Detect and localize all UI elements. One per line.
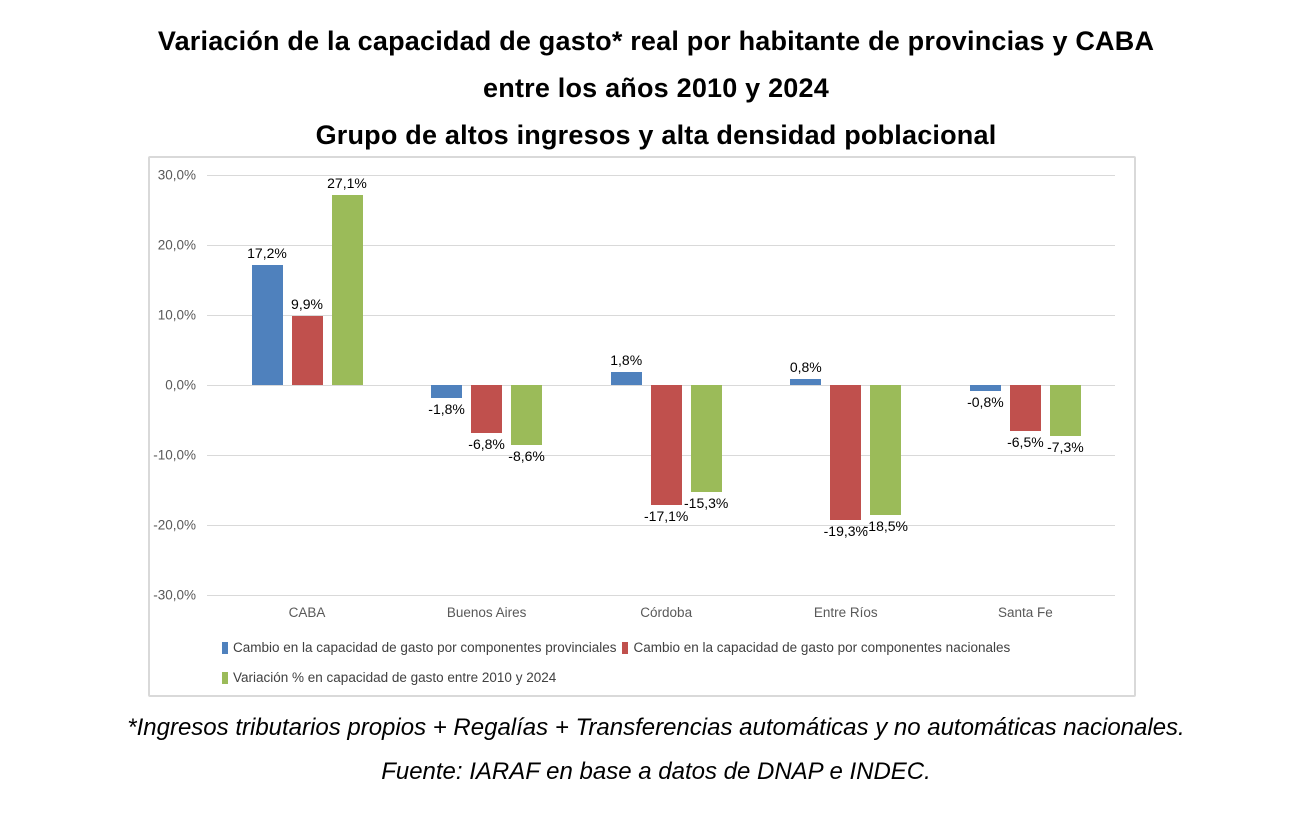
- category-label: Buenos Aires: [446, 605, 527, 620]
- legend-swatch-icon: [222, 641, 228, 654]
- bar: [830, 385, 862, 521]
- y-axis-tick-label: 30,0%: [157, 167, 196, 183]
- bar-value-label: -1,8%: [428, 400, 465, 417]
- y-axis-tick-label: 0,0%: [165, 377, 196, 393]
- bar-value-label: -19,3%: [823, 523, 868, 540]
- y-axis-tick-label: -10,0%: [153, 447, 196, 463]
- legend-item: Cambio en la capacidad de gasto por comp…: [622, 640, 1010, 655]
- bar-value-label: -17,1%: [644, 507, 689, 524]
- gridline: [207, 525, 1115, 526]
- bar: [251, 264, 283, 385]
- legend-item: Variación % en capacidad de gasto entre …: [222, 670, 556, 685]
- bar: [291, 315, 323, 385]
- source-line: Fuente: IARAF en base a datos de DNAP e …: [381, 758, 931, 785]
- bar-value-label: 9,9%: [291, 295, 323, 312]
- category-label: Córdoba: [640, 605, 693, 620]
- gridline: [207, 245, 1115, 246]
- legend-swatch-icon: [222, 671, 228, 684]
- bar: [511, 385, 543, 446]
- y-axis-tick-label: -20,0%: [153, 517, 196, 533]
- category-label: CABA: [288, 605, 326, 620]
- bar: [331, 195, 363, 385]
- bar: [610, 372, 642, 385]
- gridline: [207, 175, 1115, 176]
- category-label: Santa Fe: [997, 605, 1053, 620]
- gridline: [207, 315, 1115, 316]
- y-axis-tick-label: 10,0%: [157, 307, 196, 323]
- bar-value-label: 1,8%: [610, 352, 643, 369]
- bar: [690, 385, 722, 493]
- bar-value-label: -15,3%: [684, 495, 729, 512]
- bar-value-label: 17,2%: [247, 244, 287, 261]
- y-axis-tick-label: -30,0%: [153, 587, 196, 603]
- bar: [790, 379, 822, 385]
- bar-value-label: 27,1%: [327, 175, 367, 192]
- bar-value-label: 0,8%: [789, 359, 822, 376]
- bar: [650, 385, 682, 505]
- y-axis-tick-label: 20,0%: [157, 237, 196, 253]
- bar: [870, 385, 902, 515]
- bar-value-label: -6,5%: [1007, 433, 1044, 450]
- bar-value-label: -0,8%: [967, 393, 1004, 410]
- bar-value-label: -18,5%: [863, 517, 908, 534]
- legend-label: Cambio en la capacidad de gasto por comp…: [233, 640, 617, 655]
- chart-plot-area: 30,0% 20,0% 10,0% 0,0% -10,0% -20,0% -30,0% 17,…: [148, 156, 1136, 697]
- bar: [471, 385, 503, 433]
- gridline: [207, 595, 1115, 596]
- legend-swatch-icon: [622, 641, 629, 654]
- bar: [969, 385, 1001, 391]
- bar-value-label: -8,6%: [508, 448, 545, 465]
- category-label: Entre Ríos: [813, 605, 878, 620]
- legend-label: Variación % en capacidad de gasto entre …: [233, 670, 557, 685]
- legend-row: Cambio en la capacidad de gasto por comp…: [222, 640, 1010, 655]
- bar: [431, 385, 463, 398]
- footnote: *Ingresos tributarios propios + Regalías…: [127, 714, 1185, 741]
- legend-label: Cambio en la capacidad de gasto por comp…: [633, 640, 1011, 655]
- bar: [1009, 385, 1041, 431]
- chart-title-line-3: Grupo de altos ingresos y alta densidad …: [315, 120, 997, 150]
- legend-row: Variación % en capacidad de gasto entre …: [222, 670, 556, 685]
- chart-title-line-2: entre los años 2010 y 2024: [483, 73, 829, 103]
- chart-title-line-1: Variación de la capacidad de gasto* real…: [157, 26, 1155, 56]
- legend-item: Cambio en la capacidad de gasto por comp…: [222, 640, 616, 655]
- bar-value-label: -7,3%: [1047, 439, 1084, 456]
- chart-title: Variación de la capacidad de gasto* real…: [0, 18, 1312, 159]
- bar-value-label: -6,8%: [468, 435, 505, 452]
- bar: [1049, 385, 1081, 437]
